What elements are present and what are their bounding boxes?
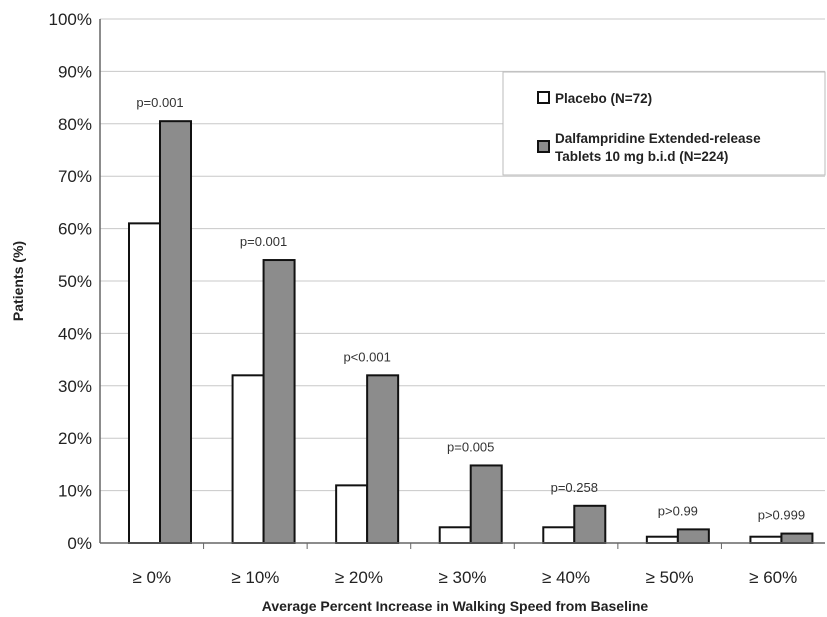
bar-dalfampridine <box>366 374 400 544</box>
legend-label-dalfampridine-line1: Dalfampridine Extended-release <box>555 131 761 146</box>
y-tick-label: 100% <box>49 10 92 29</box>
y-tick-label: 80% <box>58 115 92 134</box>
p-value-label: p=0.001 <box>240 234 287 249</box>
p-value-label: p=0.005 <box>447 439 494 454</box>
bars <box>128 120 814 545</box>
bar-placebo <box>231 374 265 544</box>
x-tick-label: ≥ 40% <box>542 568 590 587</box>
y-tick-label: 60% <box>58 220 92 239</box>
x-axis-title: Average Percent Increase in Walking Spee… <box>262 598 649 614</box>
p-value-label: p>0.999 <box>758 508 805 523</box>
x-tick-label: ≥ 30% <box>438 568 486 587</box>
x-tick-label: ≥ 20% <box>335 568 383 587</box>
legend-label-dalfampridine-line2: Tablets 10 mg b.i.d (N=224) <box>555 149 728 164</box>
y-axis-ticks: 0% 10% 20% 30% 40% 50% 60% 70% 80% 90% 100% <box>49 10 92 553</box>
bar-placebo <box>749 535 783 544</box>
p-value-annotations: p=0.001 p=0.001 p<0.001 p=0.005 p=0.258 p>0.9… <box>136 95 805 522</box>
y-tick-label: 90% <box>58 62 92 81</box>
bar-placebo <box>438 526 472 545</box>
bar-dalfampridine <box>159 120 192 545</box>
bar-dalfampridine <box>469 464 503 544</box>
legend-box <box>502 71 826 176</box>
y-axis-title: Patients (%) <box>10 241 26 321</box>
x-tick-label: ≥ 50% <box>646 568 694 587</box>
y-tick-label: 70% <box>58 167 92 186</box>
y-tick-label: 40% <box>58 324 92 343</box>
bar-dalfampridine <box>262 259 296 544</box>
legend-swatch-dalfampridine <box>537 140 550 153</box>
bar-dalfampridine <box>676 528 710 544</box>
legend-label-placebo: Placebo (N=72) <box>555 91 652 106</box>
y-tick-label: 50% <box>58 272 92 291</box>
p-value-label: p=0.001 <box>136 95 183 110</box>
p-value-label: p=0.258 <box>551 480 598 495</box>
legend: Placebo (N=72) Dalfampridine Extended-re… <box>502 71 826 176</box>
gridlines <box>100 18 825 549</box>
bar-placebo <box>645 535 679 544</box>
x-axis-ticks: ≥ 0% ≥ 10% ≥ 20% ≥ 30% ≥ 40% ≥ 50% ≥ 60% <box>132 568 797 587</box>
y-tick-label: 30% <box>58 377 92 396</box>
y-tick-label: 20% <box>58 429 92 448</box>
y-tick-label: 0% <box>67 534 92 553</box>
x-tick-label: ≥ 60% <box>749 568 797 587</box>
legend-swatch-placebo <box>537 91 550 104</box>
p-value-label: p>0.99 <box>658 503 698 518</box>
y-tick-label: 10% <box>58 482 92 501</box>
bar-dalfampridine <box>573 504 607 544</box>
x-tick-label: ≥ 10% <box>231 568 279 587</box>
bar-placebo <box>542 526 576 545</box>
bar-placebo <box>128 222 161 545</box>
p-value-label: p<0.001 <box>343 349 390 364</box>
bar-placebo <box>335 484 369 544</box>
bar-dalfampridine <box>780 532 814 544</box>
x-tick-label: ≥ 0% <box>132 568 171 587</box>
